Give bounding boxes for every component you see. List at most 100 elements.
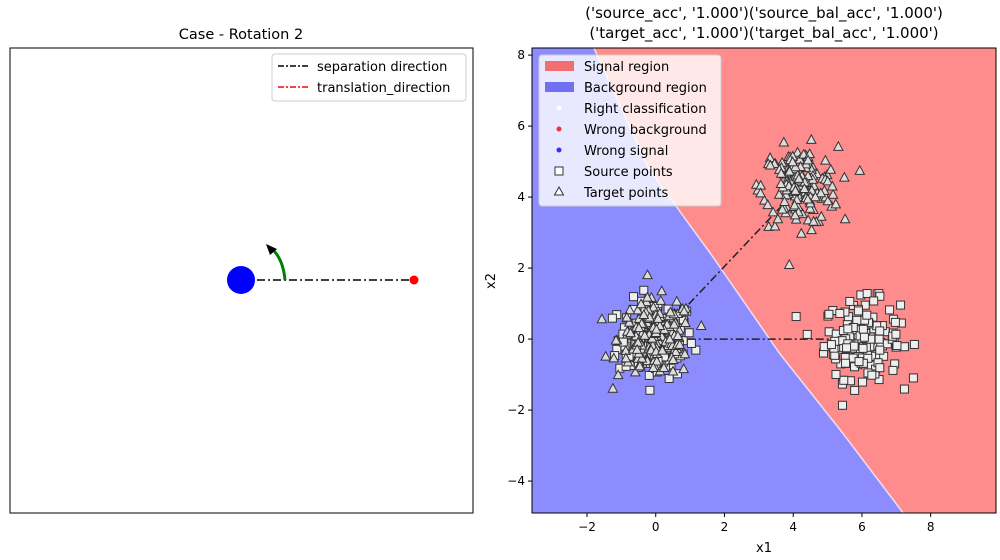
source-point <box>890 317 900 327</box>
target-point <box>641 291 653 302</box>
y-tick-label: 8 <box>517 48 525 62</box>
source-point <box>891 329 901 339</box>
rotation-arrow-head <box>266 244 277 255</box>
source-point <box>859 332 869 342</box>
source-point <box>908 373 918 383</box>
source-point <box>896 300 906 310</box>
target-point <box>802 193 814 204</box>
legend-target-triangle <box>553 185 565 196</box>
source-point <box>858 343 868 353</box>
right-title-line-2: ('target_acc', '1.000')('target_bal_acc'… <box>589 24 938 43</box>
x-tick-label: −2 <box>578 520 596 534</box>
source-point <box>831 369 841 379</box>
target-point <box>830 198 842 209</box>
source-point <box>639 285 649 295</box>
target-point <box>639 329 651 340</box>
source-point <box>645 385 655 395</box>
source-point <box>826 340 836 350</box>
target-point <box>642 269 653 280</box>
x-axis-label: x1 <box>756 541 772 556</box>
target-point <box>827 188 839 199</box>
source-point <box>854 357 864 367</box>
target-point <box>808 215 820 226</box>
source-point <box>888 365 898 375</box>
target-point <box>767 206 779 217</box>
legend-translation-label: translation_direction <box>317 81 450 96</box>
target-point <box>647 301 659 312</box>
legend-wrong-signal-label: Wrong signal <box>584 144 668 159</box>
source-point <box>686 338 696 348</box>
x-tick-label: 4 <box>789 520 797 534</box>
right-title-line-1: ('source_acc', '1.000')('source_bal_acc'… <box>585 4 943 23</box>
target-point <box>815 210 827 221</box>
target-point <box>789 184 801 195</box>
source-point <box>899 384 909 394</box>
legend-wrong-background-label: Wrong background <box>584 123 707 138</box>
legend-wrong-background-dot <box>556 126 562 132</box>
source-point <box>862 288 872 298</box>
source-point <box>607 313 617 323</box>
target-point <box>679 348 691 359</box>
source-point <box>791 312 801 322</box>
target-point <box>670 345 682 357</box>
target-point <box>793 172 805 183</box>
x-tick-label: 6 <box>858 520 866 534</box>
legend-background-label: Background region <box>584 81 707 96</box>
target-point <box>762 199 774 210</box>
target-point <box>651 355 663 366</box>
target-point <box>621 311 633 322</box>
source-point <box>858 324 868 334</box>
target-point <box>596 313 608 324</box>
target-point <box>678 363 690 374</box>
source-point <box>837 400 847 410</box>
target-point <box>656 285 668 296</box>
target-point <box>789 209 801 220</box>
source-point <box>862 310 872 320</box>
target-point <box>776 203 788 214</box>
x-tick-label: 2 <box>721 520 729 534</box>
target-point <box>825 163 837 174</box>
legend-separation-label: separation direction <box>317 60 447 75</box>
target-point <box>839 213 851 224</box>
source-point <box>867 370 877 380</box>
legend-right-label: Right classification <box>584 102 706 117</box>
source-point <box>835 308 845 318</box>
target-point <box>634 360 646 371</box>
target-point <box>806 224 818 235</box>
target-point <box>780 189 792 200</box>
target-point <box>631 343 643 354</box>
source-point <box>875 363 885 373</box>
target-point <box>789 199 801 210</box>
target-point <box>612 369 624 380</box>
target-point <box>647 361 659 373</box>
source-point <box>842 343 852 353</box>
right-axes-frame <box>531 47 997 514</box>
target-point <box>790 161 801 172</box>
source-center-circle <box>227 266 255 294</box>
legend-signal-label: Signal region <box>584 60 669 75</box>
target-point <box>600 350 612 361</box>
target-point <box>625 327 636 338</box>
target-point <box>608 352 620 363</box>
source-point <box>875 345 885 355</box>
y-tick-label: −2 <box>507 403 525 417</box>
left-legend: separation direction translation_directi… <box>271 53 467 102</box>
source-point <box>843 324 853 334</box>
legend-target-label: Target points <box>583 186 669 201</box>
target-point <box>655 294 667 305</box>
target-point <box>784 165 795 176</box>
source-point <box>839 375 849 385</box>
target-point <box>650 323 662 334</box>
target-point <box>664 306 676 317</box>
source-point <box>849 341 859 351</box>
legend-source-label: Source points <box>584 165 673 180</box>
target-point <box>778 136 790 147</box>
legend-background-patch <box>545 82 574 92</box>
target-point <box>635 298 647 309</box>
target-point <box>633 322 645 333</box>
target-point <box>775 167 787 178</box>
target-point <box>755 187 767 198</box>
right-panel: ('source_acc', '1.000')('source_bal_acc'… <box>484 4 997 556</box>
target-point <box>667 353 679 364</box>
target-point <box>632 304 644 315</box>
